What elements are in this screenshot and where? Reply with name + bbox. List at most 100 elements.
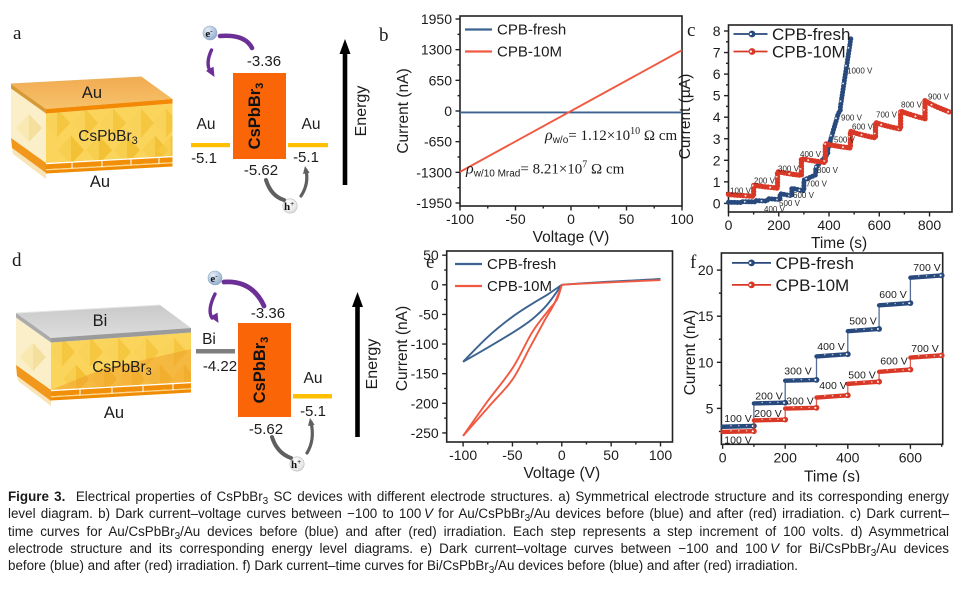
svg-text:0: 0: [431, 277, 439, 293]
svg-text:Bi: Bi: [202, 331, 216, 348]
svg-text:1000 V: 1000 V: [847, 67, 873, 76]
svg-text:400: 400: [836, 449, 860, 465]
svg-text:700 V: 700 V: [806, 180, 828, 189]
svg-text:50: 50: [423, 247, 439, 263]
svg-text:200: 200: [767, 217, 791, 233]
svg-text:500 V: 500 V: [848, 369, 875, 381]
svg-text:Time (s): Time (s): [811, 235, 867, 252]
svg-text:100: 100: [649, 447, 673, 463]
svg-text:-50: -50: [502, 447, 522, 463]
svg-text:900 V: 900 V: [928, 92, 950, 101]
svg-text:-4.22: -4.22: [203, 358, 237, 375]
svg-text:100 V: 100 V: [724, 434, 751, 446]
svg-text:-100: -100: [446, 211, 474, 227]
svg-text:h+: h+: [291, 458, 301, 471]
svg-text:400 V: 400 V: [800, 150, 822, 159]
svg-text:Energy: Energy: [353, 86, 370, 137]
svg-text:CsPbBr3: CsPbBr3: [246, 83, 266, 150]
svg-text:200 V: 200 V: [755, 391, 782, 403]
svg-text:Energy: Energy: [364, 339, 381, 390]
svg-text:Bi: Bi: [93, 312, 108, 330]
svg-text:CPB-10M: CPB-10M: [497, 44, 562, 61]
svg-text:-50: -50: [418, 306, 438, 322]
svg-text:1950: 1950: [421, 11, 452, 27]
svg-text:5: 5: [713, 88, 721, 104]
svg-text:800: 800: [918, 217, 942, 233]
svg-text:-100: -100: [449, 447, 477, 463]
svg-text:800 V: 800 V: [901, 101, 923, 110]
svg-text:-1950: -1950: [416, 195, 452, 211]
svg-text:6: 6: [713, 66, 721, 82]
svg-text:CPB-fresh: CPB-fresh: [487, 256, 556, 273]
svg-text:200: 200: [774, 449, 798, 465]
svg-text:Au: Au: [302, 116, 321, 133]
svg-text:400 V: 400 V: [764, 205, 786, 214]
svg-text:7: 7: [713, 45, 721, 61]
svg-text:700 V: 700 V: [913, 262, 940, 274]
svg-text:600 V: 600 V: [793, 191, 815, 200]
svg-text:ρw/o= 1.12×1010 Ω cm: ρw/o= 1.12×1010 Ω cm: [544, 126, 677, 146]
svg-text:-650: -650: [424, 134, 452, 150]
svg-text:Current (nA): Current (nA): [682, 310, 699, 395]
svg-text:-150: -150: [411, 366, 439, 382]
svg-text:Current (nA): Current (nA): [395, 68, 412, 153]
svg-text:200 V: 200 V: [754, 408, 781, 420]
svg-text:-200: -200: [411, 395, 439, 411]
svg-text:0: 0: [558, 447, 566, 463]
svg-text:300 V: 300 V: [784, 366, 811, 378]
svg-text:Current (nA): Current (nA): [394, 306, 411, 391]
svg-text:800 V: 800 V: [817, 166, 839, 175]
svg-text:15: 15: [698, 308, 714, 324]
svg-text:500 V: 500 V: [834, 136, 856, 145]
svg-text:600 V: 600 V: [880, 355, 907, 367]
svg-text:-100: -100: [411, 336, 439, 352]
svg-text:CPB-fresh: CPB-fresh: [772, 25, 850, 44]
svg-text:Voltage (V): Voltage (V): [533, 229, 610, 246]
svg-text:CsPbBr3: CsPbBr3: [92, 359, 152, 378]
svg-text:c: c: [687, 20, 695, 41]
svg-text:300 V: 300 V: [786, 396, 813, 408]
svg-text:900 V: 900 V: [841, 114, 863, 123]
svg-text:-50: -50: [505, 211, 525, 227]
svg-text:CsPbBr3: CsPbBr3: [78, 128, 138, 147]
svg-text:Au: Au: [90, 173, 110, 191]
svg-text:Time (s): Time (s): [804, 468, 860, 482]
svg-text:-250: -250: [411, 425, 439, 441]
svg-text:-5.1: -5.1: [300, 403, 326, 420]
svg-text:Au: Au: [304, 370, 323, 387]
svg-text:100 V: 100 V: [730, 187, 752, 196]
svg-text:4: 4: [713, 109, 721, 125]
svg-text:Au: Au: [104, 404, 124, 422]
svg-text:ρw/10 Mrad= 8.21×107 Ω cm: ρw/10 Mrad= 8.21×107 Ω cm: [465, 160, 625, 180]
svg-text:e-: e-: [210, 272, 218, 285]
svg-text:400 V: 400 V: [819, 380, 846, 392]
svg-text:700 V: 700 V: [876, 111, 898, 120]
svg-text:200 V: 200 V: [754, 177, 776, 186]
svg-text:0: 0: [719, 449, 727, 465]
svg-text:CPB-10M: CPB-10M: [487, 278, 552, 295]
svg-text:650: 650: [429, 72, 453, 88]
svg-text:20: 20: [698, 262, 714, 278]
svg-text:d: d: [12, 250, 22, 271]
svg-text:400 V: 400 V: [817, 341, 844, 353]
svg-text:Au: Au: [82, 84, 102, 102]
svg-text:3: 3: [713, 131, 721, 147]
svg-text:CPB-fresh: CPB-fresh: [497, 22, 566, 39]
svg-text:-5.1: -5.1: [191, 150, 217, 167]
svg-text:500 V: 500 V: [779, 199, 801, 208]
svg-text:CPB-fresh: CPB-fresh: [776, 254, 854, 273]
svg-text:a: a: [13, 23, 22, 44]
svg-text:e-: e-: [205, 27, 213, 40]
svg-text:700 V: 700 V: [911, 343, 938, 355]
svg-text:2: 2: [713, 152, 721, 168]
svg-text:10: 10: [698, 354, 714, 370]
svg-text:8: 8: [713, 23, 721, 39]
svg-text:1300: 1300: [421, 42, 452, 58]
svg-text:600: 600: [899, 449, 923, 465]
svg-text:-3.36: -3.36: [247, 53, 281, 70]
svg-text:600 V: 600 V: [879, 289, 906, 301]
svg-text:e: e: [426, 252, 434, 273]
svg-text:f: f: [690, 252, 697, 273]
svg-text:-5.62: -5.62: [244, 162, 278, 179]
svg-text:50: 50: [603, 447, 619, 463]
